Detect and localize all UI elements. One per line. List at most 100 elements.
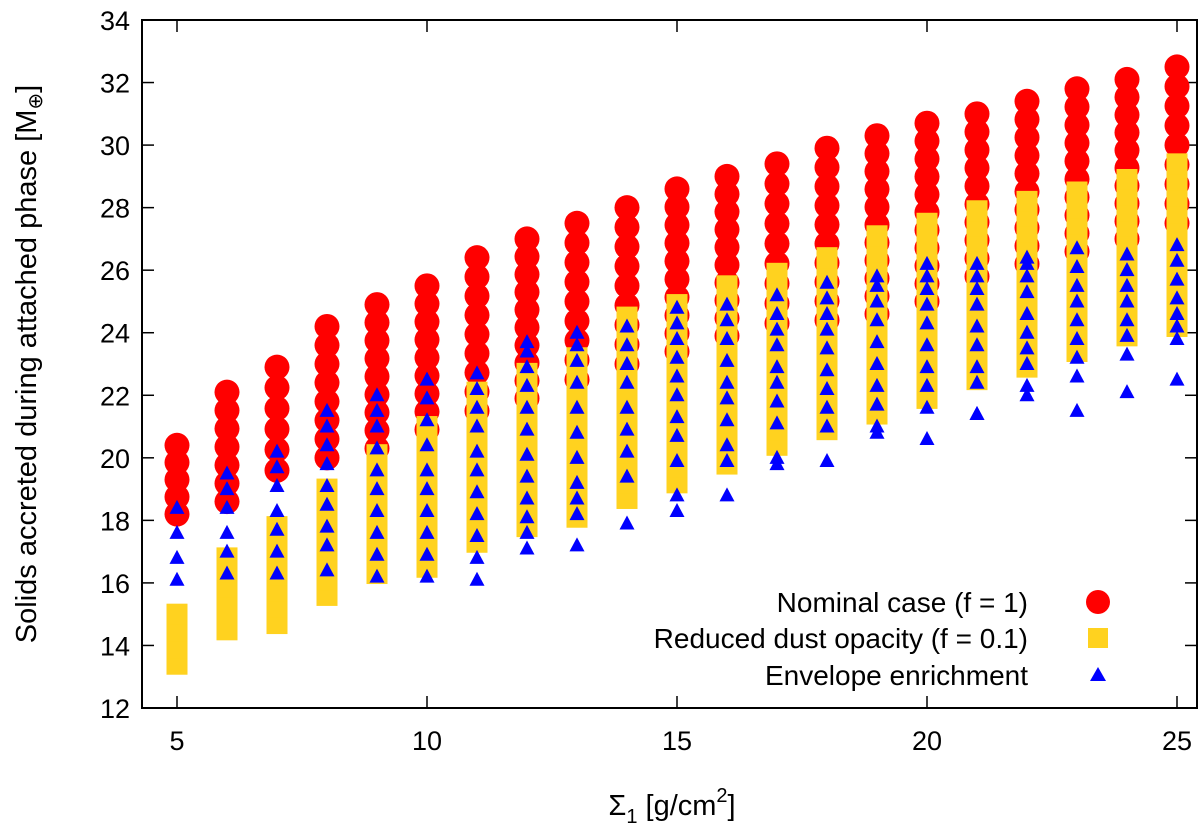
reduced-opacity-point [1066, 213, 1088, 235]
reduced-opacity-point [1066, 229, 1088, 251]
envelope-enrichment-point [869, 396, 885, 411]
nominal-point [1114, 66, 1140, 92]
envelope-enrichment-point [819, 305, 835, 320]
nominal-point [1064, 76, 1090, 102]
tick-labels: 5 10 15 20 25 12 14 16 18 20 22 24 26 28 30 32 34 [100, 6, 1192, 756]
nominal-point [664, 194, 690, 220]
envelope-enrichment-point [369, 546, 385, 561]
reduced-opacity-point [666, 472, 688, 494]
envelope-enrichment-point [569, 474, 585, 489]
envelope-enrichment-point [1169, 271, 1185, 286]
reduced-opacity-point [616, 306, 638, 328]
nominal-point [414, 291, 440, 317]
envelope-enrichment-point [319, 562, 335, 577]
envelope-enrichment-point [519, 509, 535, 524]
legend: Nominal case (f = 1) Reduced dust opacit… [654, 587, 1110, 691]
envelope-enrichment-point [219, 543, 235, 558]
nominal-point [864, 141, 890, 167]
reduced-opacity-point [1066, 181, 1088, 203]
envelope-enrichment-point [969, 280, 985, 295]
envelope-enrichment-point [1119, 312, 1135, 327]
envelope-enrichment-point [519, 421, 535, 436]
envelope-enrichment-point [569, 374, 585, 389]
nominal-point [214, 452, 240, 478]
envelope-enrichment-point [969, 374, 985, 389]
envelope-enrichment-point [1119, 384, 1135, 399]
envelope-enrichment-point [1069, 259, 1085, 274]
envelope-enrichment-point [469, 528, 485, 542]
nominal-point [364, 310, 390, 336]
envelope-enrichment-point [519, 343, 535, 358]
nominal-point [464, 245, 490, 271]
envelope-enrichment-point [1019, 324, 1035, 339]
reduced-opacity-point [866, 322, 888, 344]
nominal-point [964, 101, 990, 127]
envelope-enrichment-point [369, 524, 385, 539]
nominal-point [314, 389, 340, 415]
envelope-enrichment-point [419, 390, 435, 405]
envelope-enrichment-point [1069, 402, 1085, 417]
envelope-enrichment-point [769, 321, 785, 336]
envelope-enrichment-point [869, 268, 885, 283]
envelope-enrichment-point [1069, 349, 1085, 364]
envelope-enrichment-point [1069, 330, 1085, 345]
envelope-enrichment-point [769, 359, 785, 374]
nominal-point [1164, 73, 1190, 99]
envelope-enrichment-point [669, 502, 685, 517]
reduced-opacity-point [566, 411, 588, 433]
nominal-point [664, 230, 690, 256]
envelope-enrichment-point [1169, 290, 1185, 305]
envelope-enrichment-point [619, 515, 635, 530]
nominal-point [414, 327, 440, 353]
y-tick-label: 20 [100, 444, 130, 474]
envelope-enrichment-point [169, 571, 185, 586]
nominal-point [1114, 120, 1140, 146]
nominal-point [1014, 106, 1040, 132]
envelope-enrichment-point [569, 506, 585, 521]
envelope-enrichment-point [219, 499, 235, 514]
envelope-enrichment-point [319, 496, 335, 511]
envelope-enrichment-point [269, 543, 285, 558]
envelope-enrichment-point [969, 318, 985, 333]
envelope-enrichment-point [819, 274, 835, 289]
envelope-enrichment-point [619, 421, 635, 436]
y-tick-label: 28 [100, 194, 130, 224]
envelope-enrichment-point [219, 565, 235, 580]
reduced-opacity-point [1166, 202, 1188, 224]
nominal-point [464, 321, 490, 347]
envelope-enrichment-point [669, 349, 685, 364]
y-tick-label: 18 [100, 506, 130, 536]
reduced-opacity-point [866, 225, 888, 247]
nominal-point [1114, 84, 1140, 110]
x-tick-label: 10 [412, 726, 442, 756]
envelope-enrichment-point [769, 449, 785, 464]
nominal-point [714, 181, 740, 207]
envelope-enrichment-point [319, 402, 335, 417]
envelope-enrichment-point [919, 268, 935, 283]
nominal-point [514, 261, 540, 287]
legend-marker-nominal [1086, 590, 1110, 614]
envelope-enrichment-point [869, 334, 885, 349]
envelope-enrichment-point [669, 409, 685, 424]
envelope-enrichment-point [1019, 305, 1035, 320]
envelope-enrichment-point [669, 427, 685, 442]
nominal-point [314, 351, 340, 377]
nominal-point [814, 212, 840, 238]
envelope-enrichment-point [769, 337, 785, 352]
envelope-enrichment-point [519, 524, 535, 539]
envelope-enrichment-point [469, 418, 485, 433]
nominal-point [664, 212, 690, 238]
envelope-enrichment-point [569, 399, 585, 414]
nominal-point [1014, 161, 1040, 187]
envelope-enrichment-point [719, 330, 735, 345]
nominal-point [814, 154, 840, 180]
nominal-point [914, 182, 940, 208]
envelope-enrichment-point [1019, 284, 1035, 299]
nominal-point [614, 195, 640, 221]
data-points [164, 54, 1190, 675]
nominal-point [614, 214, 640, 240]
envelope-enrichment-point [1169, 371, 1185, 386]
envelope-enrichment-point [719, 412, 735, 427]
envelope-enrichment-point [319, 418, 335, 433]
envelope-enrichment-point [919, 431, 935, 446]
